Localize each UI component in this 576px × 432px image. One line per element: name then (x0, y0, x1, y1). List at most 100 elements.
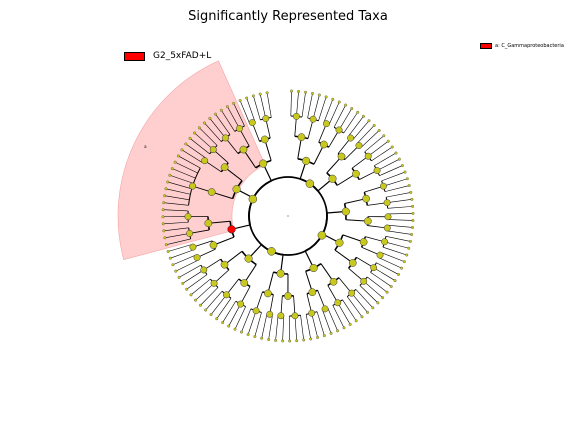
branch-line (386, 192, 411, 198)
taxon-node (291, 312, 299, 320)
branch-line (164, 195, 190, 201)
taxon-node (210, 279, 218, 287)
taxon-node (214, 112, 217, 116)
branch-line (316, 311, 325, 336)
branch-line (338, 108, 353, 131)
taxon-node (201, 157, 209, 165)
taxon-node (381, 238, 389, 246)
taxon-node (221, 321, 225, 325)
taxon-node (189, 243, 197, 251)
taxon-node (364, 152, 372, 160)
taxon-node (309, 115, 317, 123)
taxon-node (185, 287, 189, 291)
branch-line (387, 219, 413, 221)
taxon-node (184, 213, 192, 221)
taxon-node (193, 131, 197, 135)
branch-line (163, 227, 189, 232)
taxon-node (309, 263, 318, 273)
taxon-node (194, 298, 198, 302)
taxon-node (166, 180, 170, 184)
taxon-node (397, 157, 401, 161)
branch-line (163, 202, 189, 206)
taxon-node (411, 211, 415, 215)
branch-line (383, 178, 408, 187)
taxon-node (362, 194, 370, 203)
branch-line (241, 308, 252, 333)
taxon-node (248, 194, 258, 204)
branch-line (182, 269, 204, 284)
taxon-node (409, 190, 413, 194)
taxon-node (166, 250, 170, 253)
branch-line (384, 185, 410, 192)
taxon-node (407, 246, 411, 250)
taxon-node (407, 184, 411, 187)
taxon-node (390, 145, 394, 149)
branch-line (239, 100, 250, 124)
significant-node (227, 225, 236, 234)
branch-line (233, 103, 245, 127)
taxon-node (302, 156, 311, 165)
taxon-node (356, 110, 360, 114)
taxon-node (220, 260, 229, 269)
taxon-node (411, 204, 415, 208)
taxon-node (350, 107, 354, 110)
taxon-node (394, 151, 398, 155)
branch-line (167, 181, 192, 190)
taxon-node (311, 91, 314, 95)
taxon-node (359, 238, 368, 246)
branch-line (387, 213, 413, 215)
taxon-node (402, 260, 406, 264)
branch-line (348, 116, 364, 137)
taxon-node (161, 215, 165, 219)
branch-line (376, 262, 399, 275)
taxon-node (265, 91, 269, 95)
taxon-node (411, 218, 415, 222)
taxon-node (248, 119, 256, 127)
branch-line (181, 149, 204, 164)
branch-line (221, 110, 235, 132)
taxon-node (176, 154, 180, 158)
taxon-node (264, 289, 272, 298)
taxon-node (328, 174, 337, 183)
branch-line (332, 305, 345, 328)
node-layer (161, 89, 415, 343)
branch-line (381, 171, 406, 182)
taxon-node (267, 338, 271, 341)
branch-line (352, 120, 370, 141)
branch-line (379, 165, 403, 176)
taxon-node (227, 324, 231, 328)
taxon-node (173, 160, 177, 164)
taxon-node (383, 224, 391, 232)
taxon-node (373, 167, 381, 175)
taxon-node (168, 256, 172, 260)
branch-line (385, 236, 411, 242)
branch-line (374, 152, 397, 166)
taxon-node (170, 167, 174, 171)
branch-line (300, 315, 305, 341)
taxon-node (164, 243, 168, 247)
taxon-node (204, 219, 213, 228)
branch-line (163, 221, 189, 225)
taxon-node (305, 179, 315, 188)
branch-line (247, 310, 257, 335)
branch-line (175, 259, 199, 272)
taxon-node (274, 338, 278, 342)
taxon-node (295, 339, 299, 343)
taxon-node (277, 312, 285, 320)
taxon-node (382, 134, 386, 138)
taxon-node (284, 292, 292, 300)
taxon-node (161, 208, 165, 212)
branch-line (360, 130, 380, 148)
branch-line (195, 283, 215, 301)
branch-line (337, 302, 351, 325)
branch-line (351, 292, 368, 313)
taxon-node (252, 307, 260, 315)
taxon-node (334, 299, 342, 307)
taxon-node (363, 217, 372, 225)
taxon-node (371, 306, 375, 310)
legend-swatch (124, 51, 145, 61)
taxon-node (177, 275, 181, 279)
taxon-node (317, 93, 321, 97)
taxon-node (397, 272, 400, 276)
